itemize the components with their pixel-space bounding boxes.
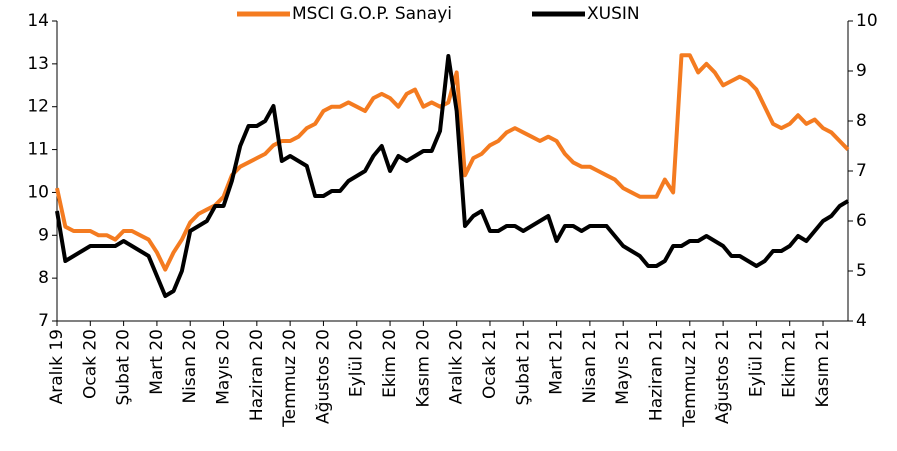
x-tick-label: Haziran 20 [247,329,267,421]
x-tick-label: Aralık 20 [447,329,467,404]
x-tick-label: Eylül 20 [347,329,367,397]
x-tick-label: Temmuz 20 [280,329,300,428]
legend-label: XUSIN [587,4,640,24]
x-tick-label: Ekim 20 [380,329,400,398]
y2-tick-label: 10 [856,11,878,31]
x-tick-label: Şubat 21 [513,329,533,405]
y-tick-label: 13 [27,54,49,74]
x-tick-label: Mayıs 21 [613,329,633,405]
x-tick-label: Şubat 20 [114,329,134,405]
legend-label: MSCI G.O.P. Sanayi [292,4,452,24]
y-tick-label: 11 [27,140,49,160]
x-tick-label: Eylül 21 [746,329,766,397]
x-tick-label: Kasım 21 [813,329,833,407]
x-tick-label: Haziran 21 [646,329,666,421]
x-tick-label: Ağustos 21 [713,329,733,424]
y-tick-label: 10 [27,182,49,202]
y2-tick-label: 5 [856,261,867,281]
x-tick-label: Mayıs 20 [214,329,234,405]
series-line [55,54,850,298]
y2-tick-label: 9 [856,61,867,81]
y2-tick-label: 8 [856,111,867,131]
y-tick-label: 12 [27,97,49,117]
y2-tick-label: 4 [856,311,867,331]
x-tick-label: Ağustos 20 [313,329,333,424]
axes [56,21,849,322]
y-tick-label: 9 [38,225,49,245]
y-tick-label: 14 [27,11,49,31]
x-tick-label: Nisan 20 [180,329,200,404]
x-tick-label: Ekim 21 [780,329,800,398]
x-tick-label: Ocak 21 [480,329,500,399]
x-tick-label: Temmuz 21 [680,329,700,428]
y2-tick-label: 6 [856,211,867,231]
x-tick-label: Mart 21 [547,329,567,395]
x-tick-label: Aralık 19 [47,329,67,404]
x-tick-label: Mart 20 [147,329,167,395]
y-tick-label: 7 [38,311,49,331]
x-tick-label: Ocak 20 [80,329,100,399]
y2-tick-label: 7 [856,161,867,181]
y-tick-label: 8 [38,268,49,288]
x-tick-label: Nisan 21 [580,329,600,404]
x-tick-label: Kasım 20 [413,329,433,407]
